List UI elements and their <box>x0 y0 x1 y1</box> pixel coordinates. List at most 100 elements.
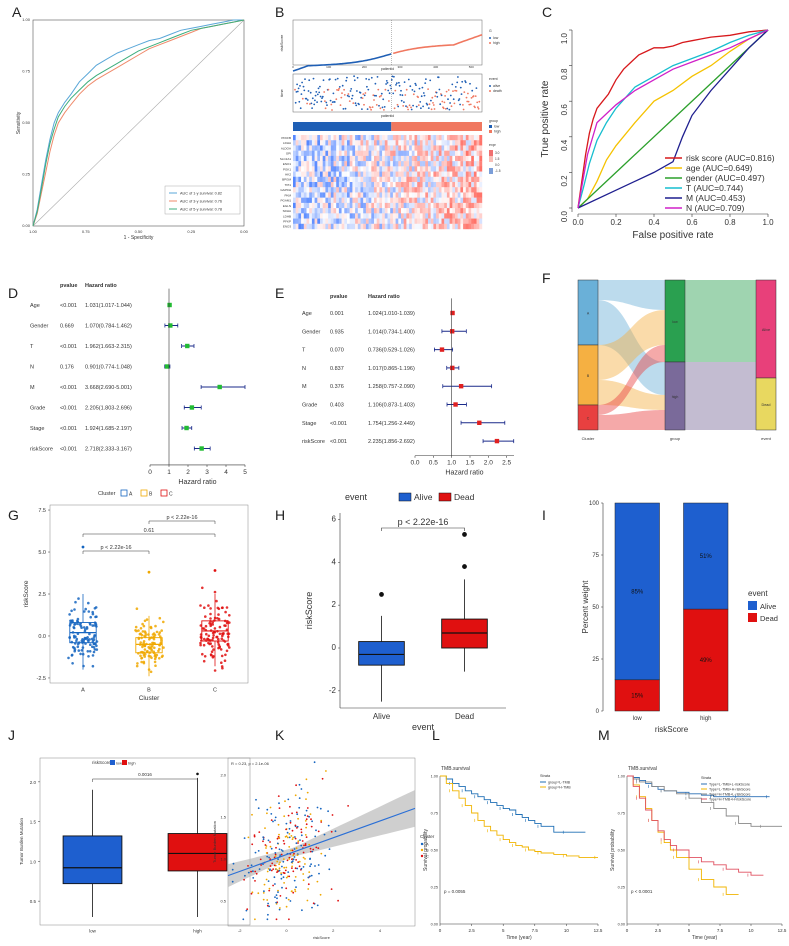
heatmap-cell <box>444 192 448 198</box>
scatter-point <box>243 878 246 881</box>
heatmap-cell <box>471 135 475 141</box>
heatmap-cell <box>379 161 383 167</box>
jitter-point <box>139 641 142 644</box>
time-point <box>412 93 415 96</box>
heatmap-cell <box>460 223 464 230</box>
heatmap-cell <box>455 223 458 230</box>
heatmap-cell <box>419 218 423 224</box>
scatter-point <box>285 887 288 890</box>
row-pvalue: 0.935 <box>330 329 344 335</box>
time-point <box>348 100 351 102</box>
heatmap-cell <box>398 140 402 146</box>
legend-title: riskScore <box>92 760 111 765</box>
time-point <box>316 101 318 103</box>
legend-label: Dead <box>454 492 475 502</box>
heatmap-cell <box>338 161 342 167</box>
scatter-point <box>257 807 260 810</box>
sankey-flow <box>598 310 665 380</box>
heatmap-cell <box>309 171 313 177</box>
time-point <box>355 104 358 107</box>
heatmap-cell <box>311 202 315 209</box>
y-tick-label: 0.6 <box>560 104 569 116</box>
plot-frame <box>227 757 416 927</box>
heatmap-cell <box>465 182 469 188</box>
survival-curve-3 <box>627 775 764 876</box>
heatmap-cell <box>460 161 464 167</box>
heatmap-cell <box>406 135 410 141</box>
heatmap-cell <box>406 176 410 183</box>
jitter-point <box>89 615 92 619</box>
heatmap-cell <box>336 202 340 209</box>
jitter-point <box>159 635 162 638</box>
heatmap-cell <box>325 176 329 183</box>
scatter-point <box>297 817 299 820</box>
heatmap-cell <box>374 187 377 193</box>
scatter-point <box>282 860 285 863</box>
heatmap-cell <box>379 166 383 172</box>
scatter-point <box>282 840 285 842</box>
jitter-point <box>207 634 211 638</box>
comparison-bracket <box>381 527 465 531</box>
heatmap-cell <box>325 192 329 198</box>
heatmap-cell <box>433 161 437 167</box>
legend-dot <box>420 848 424 852</box>
heatmap-cell <box>479 192 483 198</box>
heatmap-cell <box>295 213 299 219</box>
y-tick-label: 0.0 <box>38 634 46 640</box>
heatmap-cell <box>476 197 480 204</box>
scatter-point <box>312 848 315 851</box>
time-point <box>358 103 360 106</box>
heatmap-cell <box>455 192 458 198</box>
heatmap-cell <box>463 145 466 151</box>
jitter-point <box>154 624 157 628</box>
heatmap-cell <box>330 213 334 219</box>
heatmap-cell <box>365 223 369 230</box>
heatmap-cell <box>452 223 456 230</box>
heatmap-cell <box>344 187 348 193</box>
heatmap-cell <box>468 161 472 167</box>
row-pvalue: 0.176 <box>60 365 74 371</box>
time-point <box>362 93 365 95</box>
heatmap-cell <box>384 197 388 204</box>
heatmap-cell <box>306 161 310 167</box>
scatter-point <box>304 814 306 817</box>
legend-title: event <box>345 492 368 502</box>
scatter-point <box>254 870 257 873</box>
scatter-point <box>292 854 295 857</box>
scatter-point <box>311 850 314 853</box>
scatter-point <box>312 902 315 905</box>
scatter-point <box>292 891 295 894</box>
heatmap-cell <box>471 182 475 188</box>
row-label: Grade <box>30 406 45 412</box>
heatmap-cell <box>374 197 377 204</box>
heatmap-cell <box>357 166 361 172</box>
heatmap-cell <box>409 155 412 162</box>
heatmap-cell <box>352 150 356 157</box>
scatter-point <box>305 836 308 838</box>
heatmap-cell <box>473 135 477 141</box>
heatmap-cell <box>301 145 304 151</box>
time-point <box>331 101 334 103</box>
gene-label: HK2 <box>285 172 291 176</box>
heatmap-cell <box>384 182 388 188</box>
heatmap-cell <box>457 218 461 224</box>
heatmap-cell <box>465 171 469 177</box>
heatmap-cell <box>436 197 439 204</box>
time-point <box>343 94 346 96</box>
heatmap-cell <box>382 135 385 141</box>
x-tick-label: 10 <box>564 928 570 933</box>
sankey-axis-label: event <box>761 436 772 441</box>
heatmap-cell <box>441 213 445 219</box>
heatmap-cell <box>449 213 453 219</box>
time-point <box>452 90 454 92</box>
heatmap-cell <box>441 176 445 183</box>
heatmap-cell <box>436 202 439 209</box>
heatmap-cell <box>403 140 407 146</box>
scatter-point <box>290 835 293 837</box>
time-point <box>330 103 333 106</box>
heatmap-cell <box>468 140 472 146</box>
heatmap-cell <box>298 135 302 141</box>
heatmap-cell <box>395 187 399 193</box>
time-point <box>455 90 458 92</box>
hr-point <box>217 384 222 390</box>
